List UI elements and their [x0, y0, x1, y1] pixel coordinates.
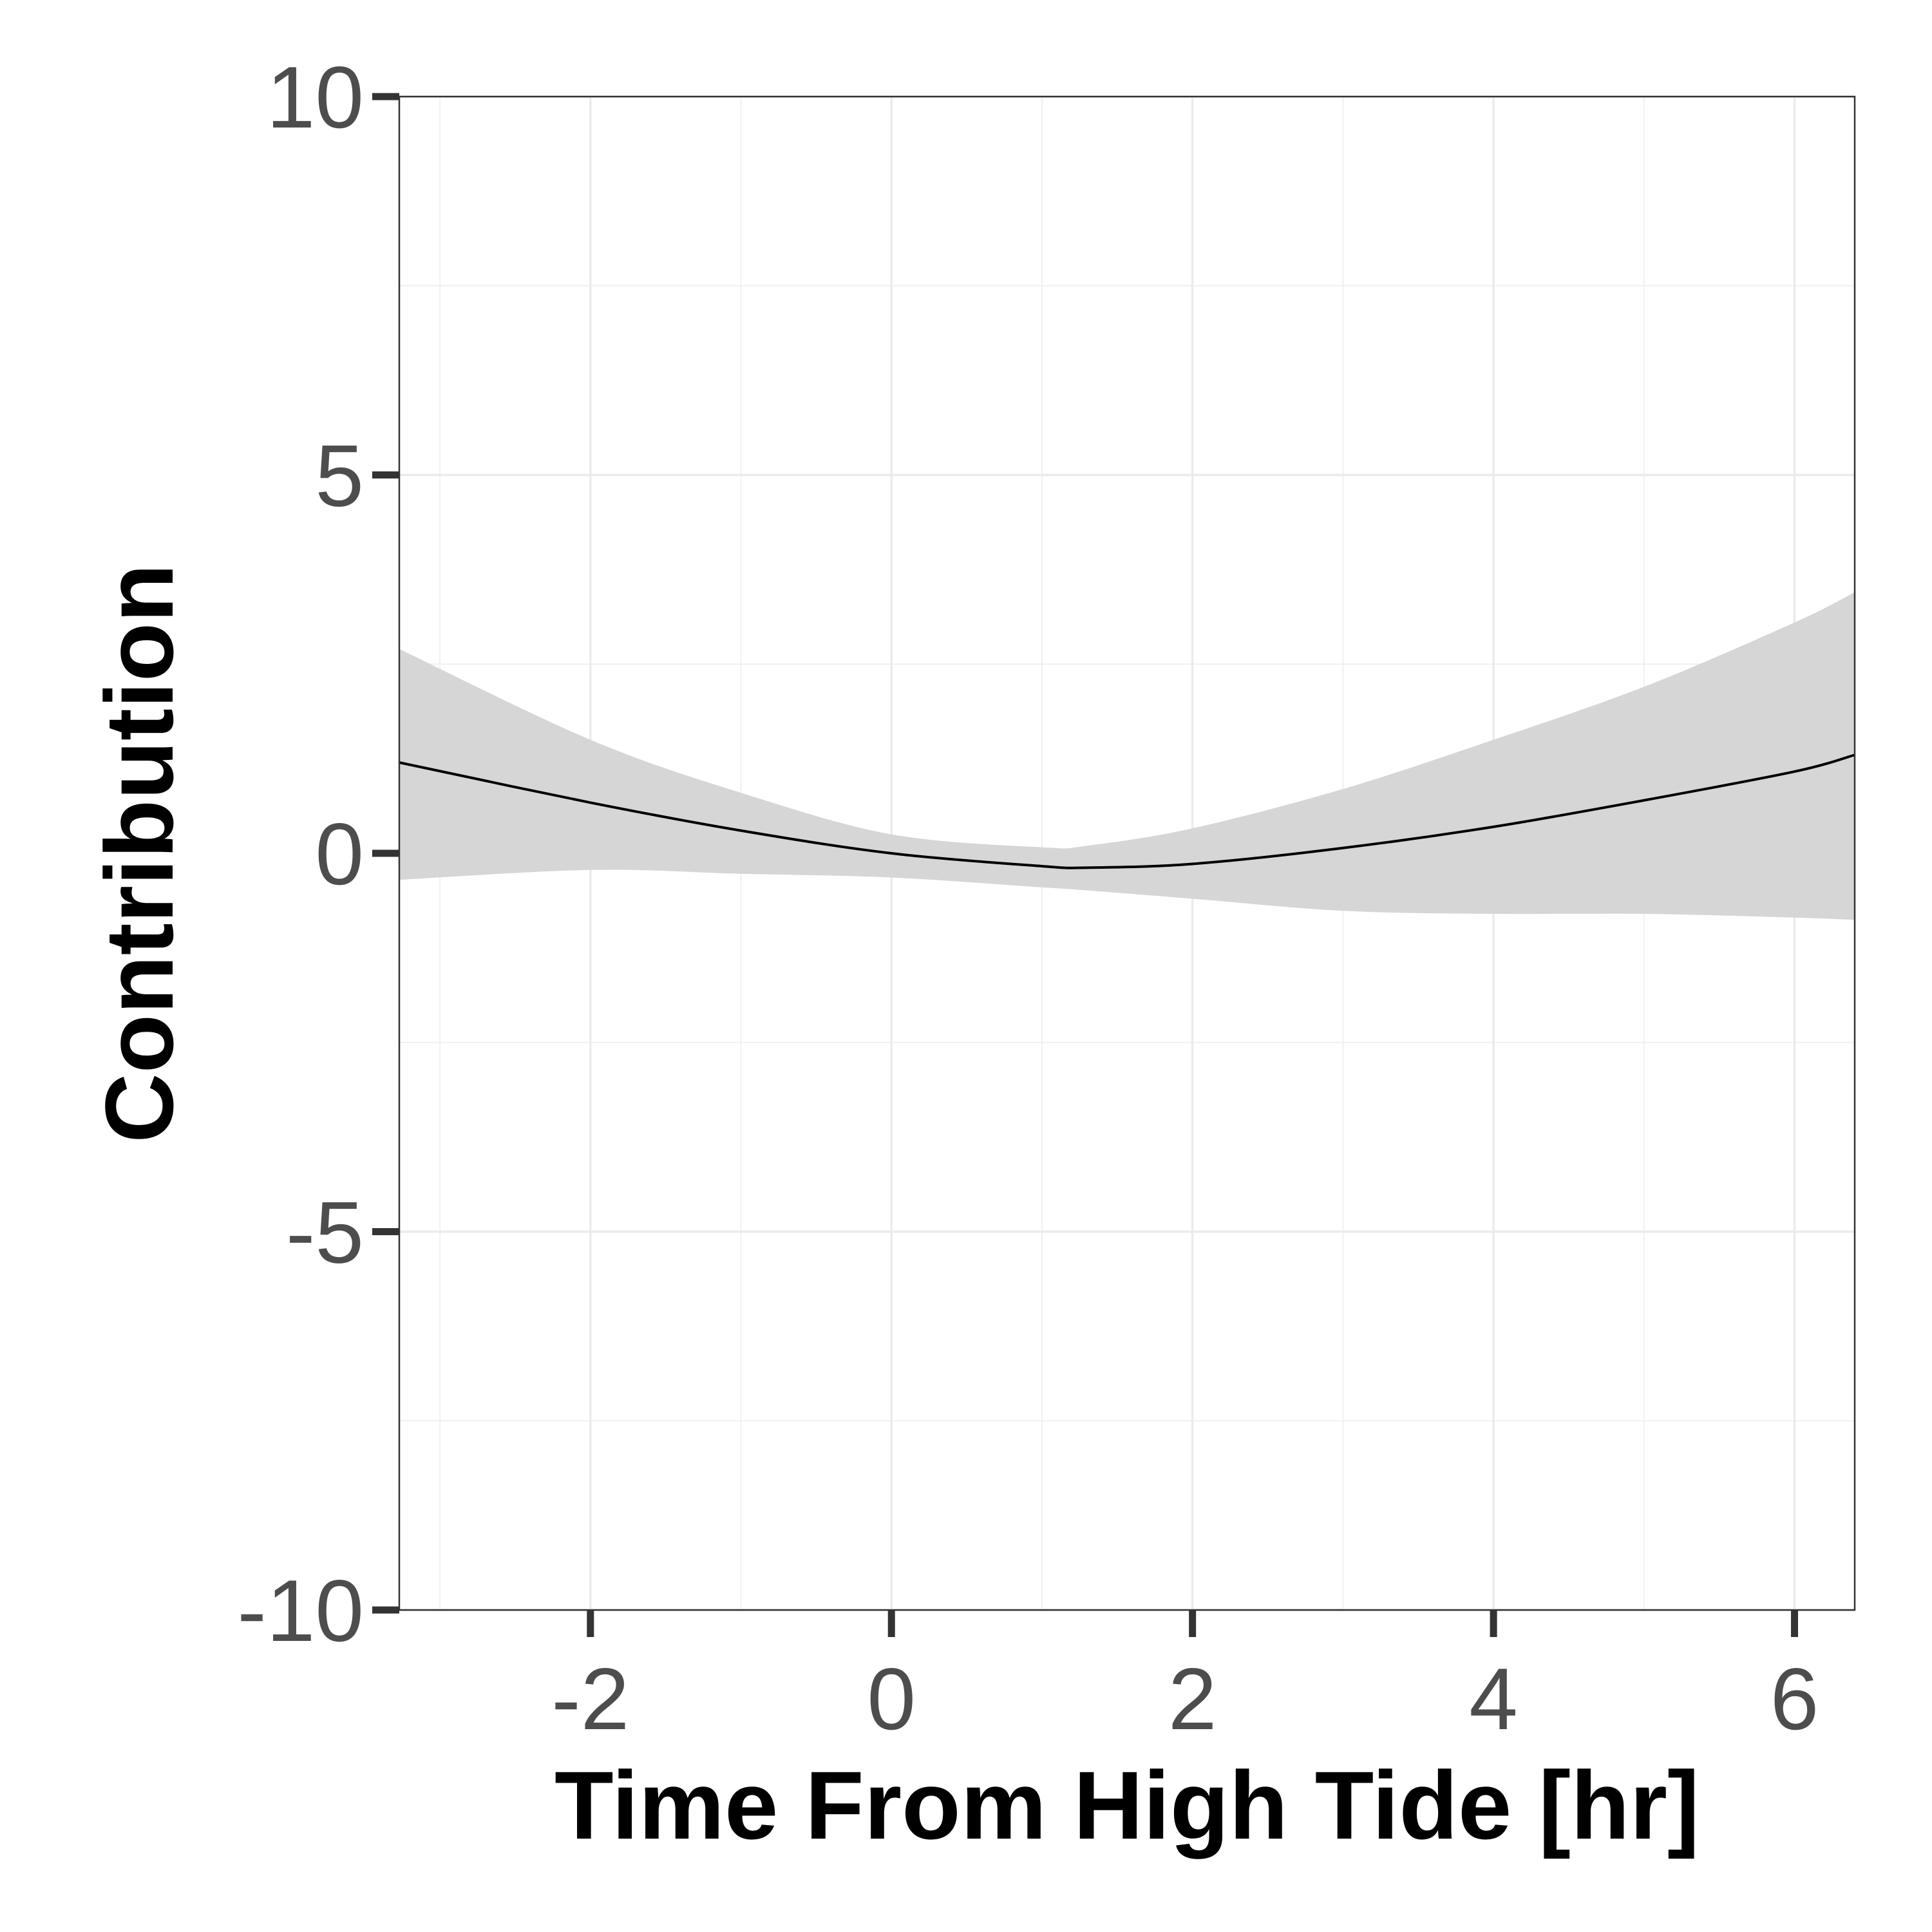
x-axis: -2 0 2 4 6 [551, 1610, 1819, 1748]
x-axis-title: Time From High Tide [hr] [554, 1751, 1700, 1859]
x-tick-label: 6 [1770, 1650, 1819, 1748]
y-tick-label: -10 [237, 1562, 364, 1660]
x-tick-label: -2 [551, 1650, 629, 1748]
y-axis: -10 -5 0 5 10 [237, 48, 399, 1660]
y-axis-title: Contribution [85, 564, 193, 1143]
x-tick-label: 0 [867, 1650, 916, 1748]
y-tick-label: 0 [315, 805, 364, 903]
y-tick-label: -5 [286, 1184, 364, 1282]
y-tick-label: 10 [267, 48, 364, 146]
y-tick-label: 5 [315, 427, 364, 525]
x-tick-label: 2 [1168, 1650, 1217, 1748]
fit-line [399, 753, 1855, 869]
confidence-band [399, 592, 1855, 920]
x-tick-label: 4 [1469, 1650, 1518, 1748]
